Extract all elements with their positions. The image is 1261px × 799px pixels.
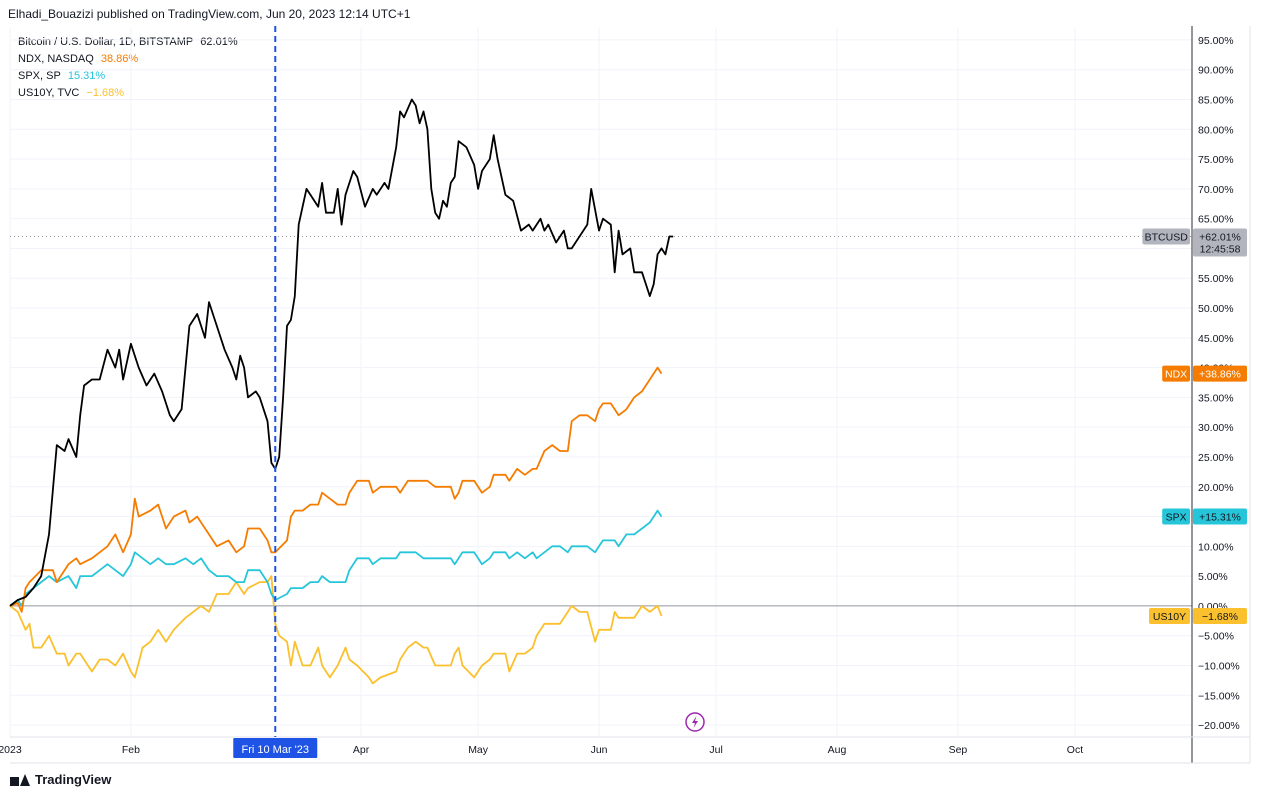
y-tick-label: −15.00% [1198, 690, 1240, 702]
legend-row-btcusd[interactable]: Bitcoin / U.S. Dollar, 1D, BITSTAMP 62.0… [18, 34, 238, 51]
y-tick-label: 65.00% [1198, 214, 1234, 226]
lightning-icon [692, 716, 698, 728]
y-tick-label: −20.00% [1198, 720, 1240, 732]
legend-name: Bitcoin / U.S. Dollar, 1D, BITSTAMP [18, 36, 194, 48]
x-tick-label: Jul [709, 744, 722, 756]
y-tick-label: −5.00% [1198, 631, 1234, 643]
y-tick-label: 95.00% [1198, 35, 1234, 47]
series-value-badge-label: +15.31% [1199, 512, 1241, 524]
y-tick-label: 10.00% [1198, 541, 1234, 553]
legend-row-ndx[interactable]: NDX, NASDAQ 38.86% [18, 51, 238, 68]
series-time-badge-label: 12:45:58 [1200, 243, 1241, 255]
y-tick-label: 90.00% [1198, 65, 1234, 77]
series-name-badge-label: BTCUSD [1145, 231, 1189, 243]
legend-value: 15.31% [67, 70, 106, 82]
series-name-badge-label: SPX [1166, 512, 1187, 524]
series-name-badge [1162, 508, 1190, 525]
x-tick-label: Feb [122, 744, 140, 756]
x-tick-label: Apr [353, 744, 370, 756]
y-tick-label: 20.00% [1198, 482, 1234, 494]
legend-row-spx[interactable]: SPX, SP 15.31% [18, 68, 238, 85]
x-tick-label: 2023 [0, 744, 22, 756]
y-tick-label: −10.00% [1198, 661, 1240, 673]
series-value-badge [1193, 228, 1247, 257]
series-line-btcusd [9, 98, 674, 607]
series-value-badge [1193, 608, 1247, 625]
tradingview-logo-icon [10, 773, 30, 786]
legend-name: US10Y, TVC [18, 87, 80, 99]
y-tick-label: 30.00% [1198, 422, 1234, 434]
legend-name: SPX, SP [18, 70, 61, 82]
y-tick-label: 85.00% [1198, 94, 1234, 106]
y-tick-label: 80.00% [1198, 124, 1234, 136]
x-tick-label: Oct [1067, 744, 1083, 756]
series-value-badge [1193, 508, 1247, 525]
series-value-badge-label: +38.86% [1199, 369, 1241, 381]
crosshair-date-label: Fri 10 Mar '23 [242, 744, 310, 756]
legend-name: NDX, NASDAQ [18, 53, 94, 65]
y-tick-label: 55.00% [1198, 273, 1234, 285]
legend-value: 62.01% [200, 36, 238, 48]
series-name-badge-label: US10Y [1153, 611, 1186, 623]
series-name-badge [1149, 608, 1190, 625]
y-tick-label: 75.00% [1198, 154, 1234, 166]
publisher-header: Elhadi_Bouazizi published on TradingView… [8, 7, 411, 21]
series-name-badge-label: NDX [1165, 369, 1187, 381]
series-value-badge [1193, 365, 1247, 382]
x-tick-label: May [468, 744, 489, 756]
y-tick-label: 70.00% [1198, 184, 1234, 196]
legend-row-us10y[interactable]: US10Y, TVC −1.68% [18, 85, 238, 102]
series-value-badge-label: +62.01% [1199, 231, 1241, 243]
y-tick-label: 50.00% [1198, 303, 1234, 315]
series-name-badge [1162, 365, 1190, 382]
crosshair-date-box [233, 738, 318, 758]
series-value-badge-label: −1.68% [1202, 611, 1238, 623]
x-tick-label: Aug [828, 744, 847, 756]
y-tick-label: 45.00% [1198, 333, 1234, 345]
tradingview-footer[interactable]: TradingView [10, 772, 111, 787]
y-tick-label: 35.00% [1198, 392, 1234, 404]
series-line-spx [9, 509, 663, 607]
series-legend: Bitcoin / U.S. Dollar, 1D, BITSTAMP 62.0… [18, 34, 238, 102]
legend-value: 38.86% [100, 53, 139, 65]
x-tick-label: Jun [591, 744, 608, 756]
y-tick-label: 5.00% [1198, 571, 1228, 583]
footer-brand: TradingView [35, 772, 112, 787]
series-line-us10y [9, 575, 663, 685]
y-tick-label: 25.00% [1198, 452, 1234, 464]
series-name-badge [1142, 228, 1190, 245]
series-line-ndx [9, 366, 663, 613]
x-tick-label: Sep [949, 744, 968, 756]
legend-value: −1.68% [86, 87, 125, 99]
